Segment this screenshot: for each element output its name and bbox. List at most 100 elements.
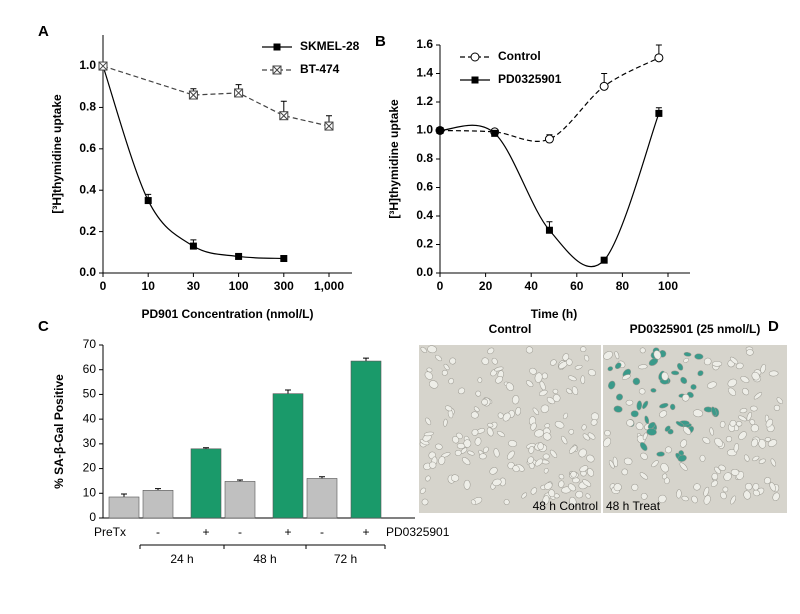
cell: [582, 433, 590, 441]
x-tick-label: 0: [100, 279, 107, 293]
cell: [729, 356, 739, 365]
error-bar: [363, 357, 369, 362]
cell: [665, 446, 672, 454]
cell: [429, 461, 437, 469]
cell: [621, 374, 631, 380]
point: [144, 197, 152, 205]
cell: [443, 418, 448, 427]
cell: [661, 371, 669, 381]
cell: [527, 456, 534, 464]
y-tick-label: 60: [83, 362, 97, 376]
cell: [608, 460, 615, 469]
cell: [659, 410, 668, 418]
cell: [471, 499, 477, 505]
cell: [621, 468, 628, 476]
cell: [682, 393, 690, 402]
cell: [435, 354, 442, 362]
cell: [616, 393, 623, 401]
cell: [552, 388, 559, 394]
y-tick-label: 0.2: [416, 237, 433, 251]
cell: [739, 408, 748, 414]
cell: [571, 386, 579, 396]
cell: [486, 427, 494, 437]
legend-marker: [273, 43, 281, 51]
point: [188, 90, 198, 100]
x-tick-label: 300: [274, 279, 294, 293]
cell: [735, 362, 744, 370]
cell: [590, 419, 598, 426]
y-tick-label: 1.0: [416, 123, 433, 137]
cell: [471, 429, 479, 436]
legend-marker: [272, 65, 282, 75]
cell: [758, 439, 767, 449]
cell: [481, 398, 488, 406]
cell: [676, 489, 682, 499]
cell: [612, 456, 618, 468]
cell: [489, 467, 498, 475]
cell: [463, 479, 471, 490]
cell: [636, 400, 642, 411]
cell: [529, 367, 537, 375]
cell: [773, 404, 781, 411]
point: [235, 252, 243, 260]
cell: [638, 388, 646, 395]
cell: [563, 412, 568, 420]
point: [98, 61, 108, 71]
cell: [477, 377, 483, 383]
cell: [537, 442, 544, 451]
cell: [435, 443, 443, 450]
cell: [671, 370, 680, 376]
x-tick-label: -: [320, 525, 324, 539]
cell: [587, 432, 596, 440]
error-bar: [121, 493, 127, 497]
cell: [441, 369, 448, 376]
cell: [550, 359, 557, 366]
cell: [725, 436, 733, 443]
y-tick-label: 0.0: [79, 265, 96, 279]
cell: [429, 380, 439, 389]
bar: [142, 490, 174, 519]
legend-label: PD0325901: [498, 72, 562, 86]
cell: [752, 489, 760, 497]
cell: [657, 494, 667, 504]
y-axis-label: [³H]thymidine uptake: [50, 94, 64, 214]
cell: [728, 387, 736, 396]
image-caption: 48 h Control: [533, 499, 598, 513]
cell: [680, 376, 688, 384]
bar: [350, 360, 382, 519]
cell: [736, 421, 743, 427]
cell: [680, 439, 687, 448]
x-tick-label: +: [362, 525, 369, 539]
cell: [572, 477, 580, 484]
cell: [772, 492, 780, 502]
y-tick-label: 0.6: [79, 141, 96, 155]
cell: [569, 445, 578, 454]
cell: [420, 487, 426, 494]
cell: [697, 370, 704, 377]
cell: [580, 346, 587, 353]
cell: [541, 372, 548, 380]
cell: [532, 407, 540, 415]
cell: [584, 354, 590, 362]
cell: [603, 351, 613, 360]
bar: [108, 496, 140, 519]
cell: [703, 357, 712, 366]
cell: [424, 371, 433, 380]
cell: [710, 480, 718, 487]
panel-label: B: [375, 33, 386, 50]
cell: [682, 426, 691, 435]
cell: [639, 442, 648, 451]
cell: [664, 425, 671, 432]
cell: [767, 439, 778, 447]
cell: [552, 394, 561, 402]
cell: [632, 377, 641, 386]
cell: [443, 363, 450, 371]
cell: [711, 406, 717, 417]
cell: [543, 468, 549, 474]
cell: [585, 493, 591, 499]
cell: [528, 446, 535, 454]
x-tick-label: -: [238, 525, 242, 539]
cell: [534, 458, 543, 467]
cell: [569, 496, 577, 507]
